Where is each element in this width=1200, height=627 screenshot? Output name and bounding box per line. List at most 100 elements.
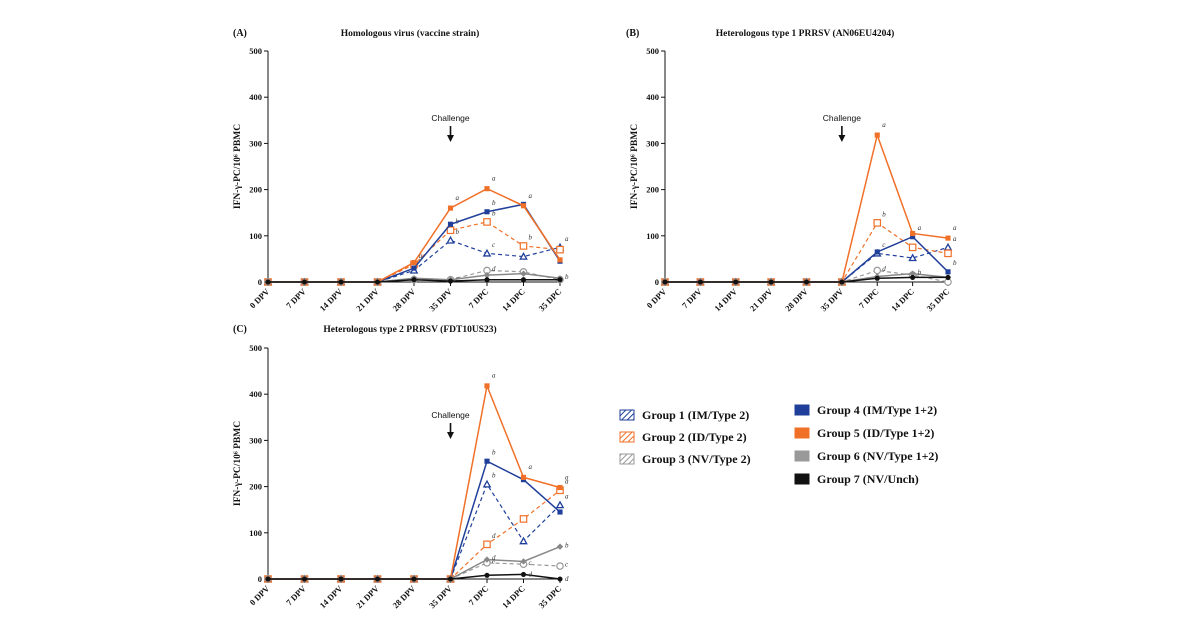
legend-item: Group 3 (NV/Type 2)	[619, 452, 751, 466]
x-tick-label: 0 DPV	[247, 286, 272, 311]
x-tick-label: 7 DPV	[284, 286, 309, 311]
data-point	[873, 219, 882, 227]
challenge-label: Challenge	[431, 113, 470, 123]
data-point	[484, 383, 490, 389]
panel-title: Heterologous type 2 PRRSV (FDT10US23)	[323, 324, 496, 335]
x-tick-label: 14 DPV	[712, 286, 740, 314]
series-line	[665, 235, 949, 283]
data-point	[768, 279, 774, 285]
y-axis-title: IFN-γ-PC/10⁶ PBMC	[630, 124, 640, 209]
significance-letter: b	[565, 273, 569, 281]
panels: (A) Homologous virus (vaccine strain) 0 100…	[233, 28, 957, 610]
data-point	[873, 266, 882, 275]
challenge-arrow-icon	[447, 135, 454, 142]
data-point	[944, 249, 952, 258]
x-tick-label: 7 DPV	[284, 583, 309, 608]
data-point	[446, 235, 455, 244]
data-point	[483, 218, 491, 226]
legend-swatch	[794, 427, 810, 439]
data-point	[484, 572, 490, 578]
legend-label: Group 3 (NV/Type 2)	[642, 452, 751, 466]
data-point	[520, 558, 527, 565]
data-point	[555, 500, 565, 509]
data-point	[662, 279, 668, 285]
significance-letter: a	[565, 492, 569, 500]
data-point	[557, 484, 563, 491]
data-point	[909, 270, 916, 277]
y-tick-label: 300	[646, 138, 659, 148]
chart-panel: (B) Heterologous type 1 PRRSV (AN06EU4204…	[626, 28, 957, 313]
challenge-label: Challenge	[823, 113, 862, 123]
data-point	[411, 576, 417, 582]
data-point	[338, 576, 344, 582]
x-tick-label: 0 DPV	[644, 286, 669, 311]
panel-label: (B)	[626, 28, 639, 39]
significance-letter: b	[492, 449, 496, 457]
data-point	[520, 277, 527, 283]
legend-item: Group 1 (IM/Type 2)	[619, 408, 749, 422]
series-line	[665, 132, 949, 283]
data-point	[557, 277, 563, 283]
data-point	[556, 543, 564, 550]
significance-letter: b	[565, 541, 569, 549]
x-tick-label: 21 DPV	[354, 583, 382, 611]
significance-letter: a	[565, 473, 569, 481]
significance-letter: c	[565, 561, 569, 569]
series: ba	[265, 192, 563, 285]
data-point	[557, 509, 563, 515]
data-point	[520, 571, 527, 577]
data-point	[374, 279, 381, 285]
y-tick-label: 300	[249, 138, 262, 148]
legend-item: Group 4 (IM/Type 1+2)	[794, 403, 937, 417]
data-point	[483, 556, 491, 563]
y-axis-title: IFN-γ-PC/10⁶ PBMC	[233, 421, 243, 506]
data-point	[839, 279, 845, 285]
data-point	[910, 274, 916, 280]
data-point	[446, 226, 455, 235]
x-tick-label: 28 DPV	[390, 583, 418, 611]
significance-letter: b	[953, 259, 957, 267]
data-point	[556, 562, 564, 570]
data-point	[482, 479, 492, 488]
x-tick-label: 0 DPV	[247, 583, 272, 608]
data-point	[945, 269, 951, 275]
y-axis-title: IFN-γ-PC/10⁶ PBMC	[233, 124, 243, 209]
significance-letter: a	[953, 235, 957, 243]
legend-label: Group 4 (IM/Type 1+2)	[817, 403, 937, 417]
panel-label: (A)	[233, 28, 247, 39]
x-tick-label: 21 DPV	[354, 286, 382, 314]
chart-panel: (A) Homologous virus (vaccine strain) 0 100…	[233, 28, 569, 313]
y-tick-label: 400	[249, 389, 262, 399]
series	[662, 274, 951, 285]
y-tick-label: 200	[249, 185, 262, 195]
data-point	[265, 576, 271, 582]
x-tick-label: 7 DPC	[466, 583, 490, 607]
data-point	[301, 576, 308, 582]
data-point	[945, 274, 951, 280]
data-point	[908, 253, 917, 262]
data-point	[557, 257, 563, 263]
x-tick-label: 35 DPV	[818, 286, 846, 314]
x-tick-label: 35 DPV	[427, 583, 455, 611]
data-point	[910, 234, 916, 240]
x-tick-label: 28 DPV	[390, 286, 418, 314]
significance-letter: c	[882, 241, 886, 249]
series	[265, 277, 563, 285]
legend-swatch	[619, 453, 635, 465]
legend-swatch	[619, 409, 635, 421]
series: aaa	[265, 372, 569, 582]
x-tick-label: 7 DPC	[857, 286, 881, 310]
significance-letter: b	[492, 199, 496, 207]
x-tick-label: 21 DPV	[748, 286, 776, 314]
series-line	[268, 383, 561, 580]
x-tick-label: 28 DPV	[783, 286, 811, 314]
panel-title: Heterologous type 1 PRRSV (AN06EU4204)	[716, 28, 895, 39]
series-line	[268, 482, 561, 580]
x-tick-label: 14 DPC	[500, 583, 527, 610]
series-line	[665, 246, 949, 283]
data-point	[945, 235, 951, 241]
x-tick-label: 14 DPV	[317, 583, 345, 611]
legend-swatch	[619, 431, 635, 443]
x-tick-label: 35 DPC	[924, 286, 951, 313]
